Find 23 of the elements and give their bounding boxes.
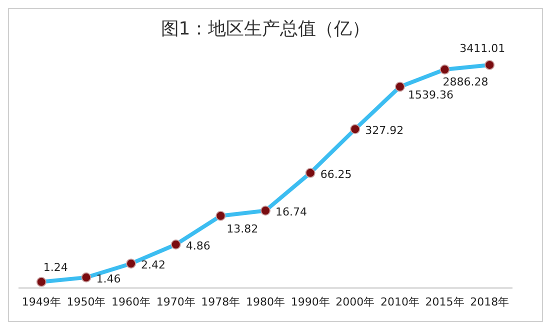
x-tick-label: 1960年 bbox=[112, 295, 151, 308]
data-label: 2.42 bbox=[141, 258, 166, 272]
data-label: 327.92 bbox=[365, 124, 404, 137]
data-label: 13.82 bbox=[226, 222, 258, 236]
chart-title: 图1：地区生产总值（亿） bbox=[160, 18, 370, 40]
x-tick-label: 1949年 bbox=[22, 295, 61, 308]
data-label: 16.74 bbox=[276, 205, 307, 218]
x-tick-label: 1990年 bbox=[290, 295, 330, 308]
data-label: 4.86 bbox=[186, 239, 210, 252]
x-tick-label: 2015年 bbox=[425, 295, 464, 308]
data-label: 2886.28 bbox=[442, 75, 488, 88]
data-label: 1539.36 bbox=[408, 88, 454, 102]
x-tick-label: 1980年 bbox=[246, 295, 285, 308]
x-tick-label: 2010年 bbox=[380, 295, 420, 308]
x-tick-label: 1950年 bbox=[66, 295, 106, 308]
x-tick-label: 1978年 bbox=[201, 295, 240, 308]
x-tick-label: 2018年 bbox=[470, 295, 510, 308]
data-label: 1.24 bbox=[43, 260, 68, 274]
data-label: 66.25 bbox=[320, 168, 352, 181]
x-tick-label: 1970年 bbox=[156, 295, 196, 308]
data-label: 3411.01 bbox=[460, 42, 506, 55]
x-tick-label: 2000年 bbox=[336, 295, 375, 308]
data-label: 1.46 bbox=[96, 272, 121, 286]
